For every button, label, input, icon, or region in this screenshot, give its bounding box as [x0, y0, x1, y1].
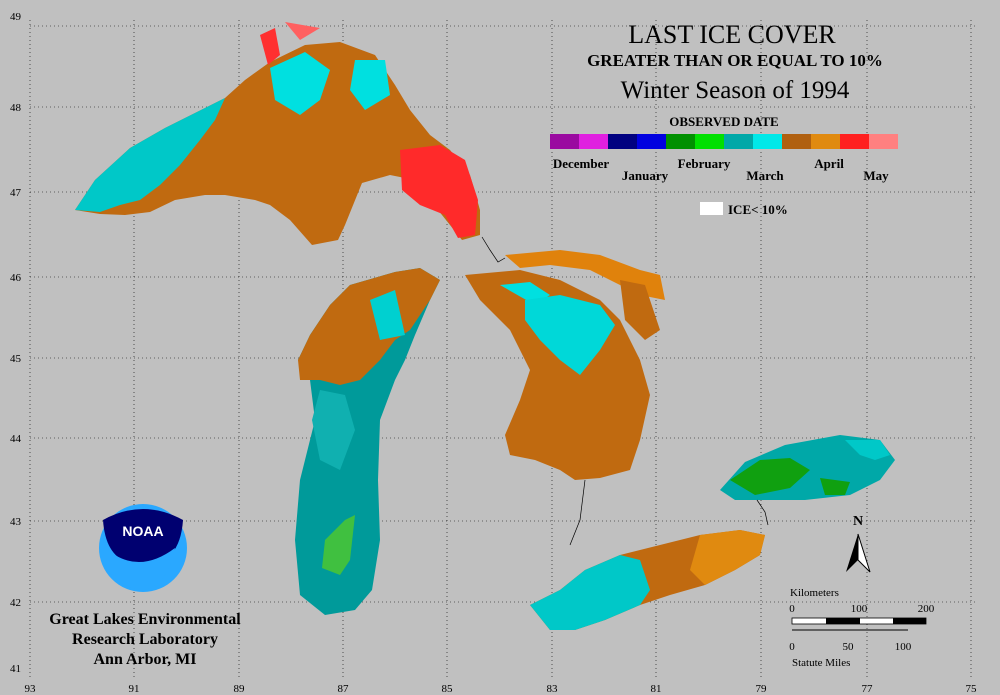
lon-label: 77: [862, 683, 874, 695]
title-line1: LAST ICE COVER: [628, 20, 836, 49]
legend-month-bottom: January: [622, 168, 669, 183]
legend-swatch: [550, 134, 579, 149]
legend-month-top: April: [814, 156, 844, 171]
lon-label: 81: [651, 683, 662, 695]
noaa-logo-text: NOAA: [122, 523, 163, 539]
north-arrow-left-icon: [846, 534, 858, 572]
credit-line2: Research Laboratory: [72, 631, 218, 648]
scale-km-label: Kilometers: [790, 587, 839, 599]
north-label: N: [853, 514, 863, 529]
title-line3: Winter Season of 1994: [621, 77, 850, 104]
north-arrow-right-icon: [857, 533, 871, 573]
scale-km-tick-1: 100: [851, 603, 868, 615]
scale-mi-label: Statute Miles: [792, 657, 850, 669]
date-legend: OBSERVED DATE December February April Janua…: [550, 114, 898, 217]
lon-label: 89: [234, 683, 246, 695]
lat-label: 49: [10, 11, 22, 23]
scale-km-tick-0: 0: [789, 603, 795, 615]
lat-label: 44: [10, 433, 22, 445]
credit-line3: Ann Arbor, MI: [94, 651, 197, 668]
scale-mi-tick-0: 0: [789, 641, 795, 653]
noaa-logo: NOAA: [99, 504, 187, 592]
lon-label: 75: [966, 683, 978, 695]
legend-swatch: [753, 134, 782, 149]
lon-label: 91: [129, 683, 140, 695]
legend-month-top: December: [553, 156, 610, 171]
legend-swatch: [782, 134, 811, 149]
legend-swatch: [579, 134, 608, 149]
lon-label: 79: [756, 683, 768, 695]
credit-line1: Great Lakes Environmental: [49, 611, 241, 628]
lake-michigan: [295, 268, 440, 615]
legend-swatch: [666, 134, 695, 149]
lake-superior: [75, 22, 480, 245]
legend-swatch: [637, 134, 666, 149]
scale-mi-tick-1: 50: [843, 641, 855, 653]
scale-mi-tick-2: 100: [895, 641, 912, 653]
latitude-labels: 49 48 47 46 45 44 43 42 41: [10, 11, 22, 675]
legend-swatch: [695, 134, 724, 149]
legend-swatch: [869, 134, 898, 149]
legend-month-bottom: May: [863, 168, 889, 183]
legend-heading: OBSERVED DATE: [669, 114, 778, 129]
lon-label: 83: [547, 683, 559, 695]
lat-label: 41: [10, 663, 21, 675]
lat-label: 48: [10, 102, 22, 114]
lon-label: 87: [338, 683, 350, 695]
map-title: LAST ICE COVER GREATER THAN OR EQUAL TO …: [587, 20, 883, 104]
legend-swatch: [608, 134, 637, 149]
no-ice-swatch: [700, 202, 723, 215]
legend-swatch: [811, 134, 840, 149]
longitude-labels: 93 91 89 87 85 83 81 79 77 75: [25, 683, 978, 695]
lat-label: 45: [10, 353, 22, 365]
north-arrow: N: [846, 514, 871, 573]
lat-label: 46: [10, 272, 22, 284]
lake-huron: [465, 250, 665, 480]
lat-label: 47: [10, 187, 22, 199]
scale-km-tick-2: 200: [918, 603, 935, 615]
lake-ontario: [720, 435, 895, 500]
legend-month-labels: December February April January March May: [553, 156, 889, 183]
credit-block: Great Lakes Environmental Research Labor…: [49, 611, 241, 668]
lon-label: 85: [442, 683, 454, 695]
legend-color-bar: [550, 134, 898, 149]
legend-month-bottom: March: [746, 168, 784, 183]
lat-label: 42: [10, 597, 21, 609]
legend-month-top: February: [678, 156, 731, 171]
lon-label: 93: [25, 683, 37, 695]
title-line2: GREATER THAN OR EQUAL TO 10%: [587, 51, 883, 70]
legend-swatch: [840, 134, 869, 149]
lat-label: 43: [10, 516, 22, 528]
lake-erie: [530, 530, 765, 630]
scale-bar: Kilometers 0 100 200 0 50 100 Statute Mi…: [789, 587, 935, 669]
legend-swatch: [724, 134, 753, 149]
no-ice-label: ICE< 10%: [728, 202, 788, 217]
